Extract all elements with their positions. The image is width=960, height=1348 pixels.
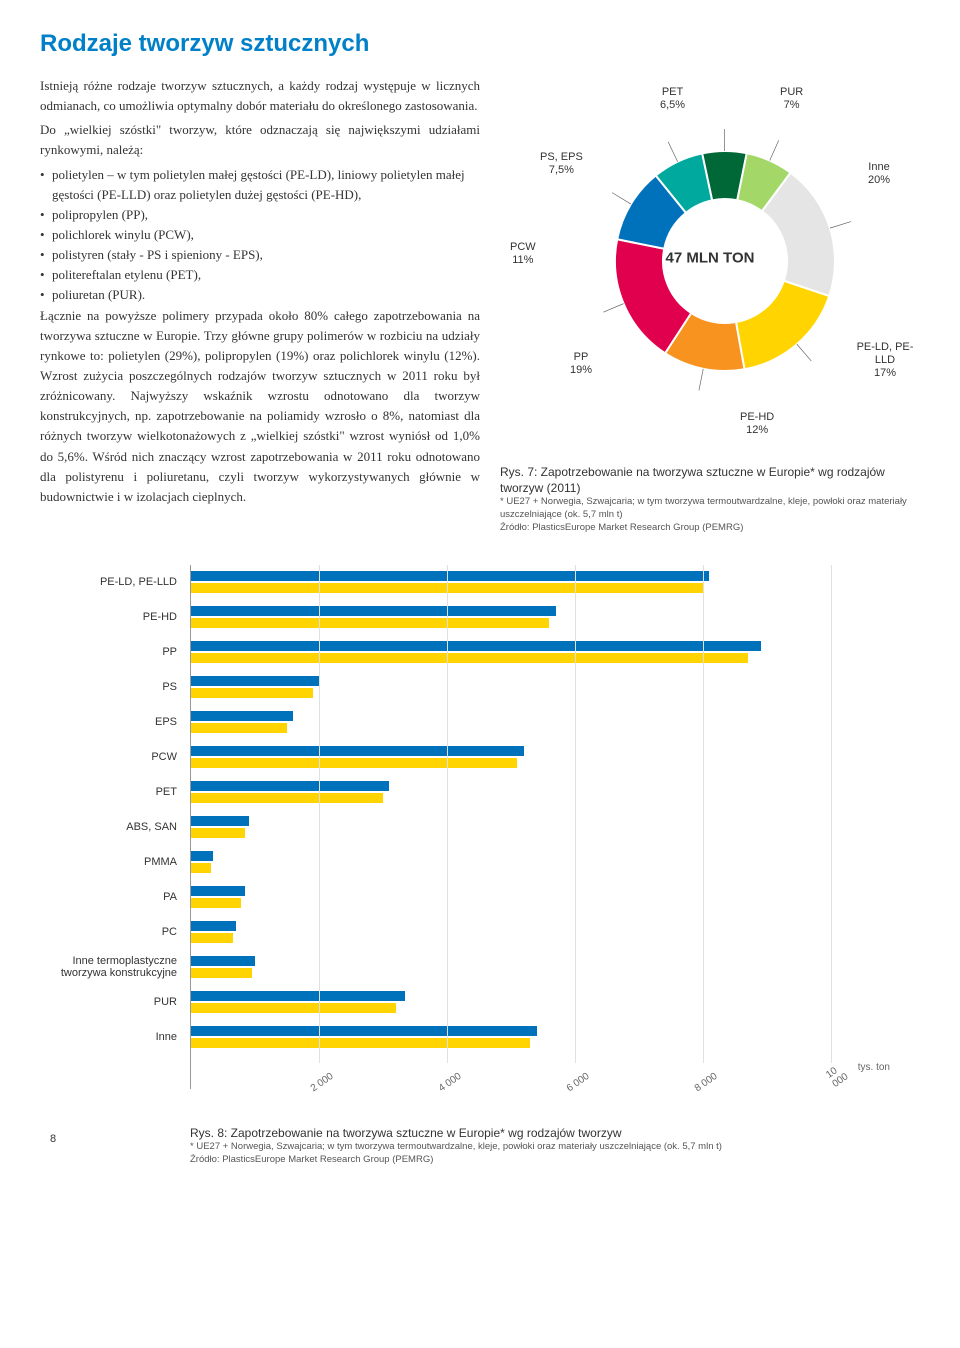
- bar-2011: [191, 781, 389, 791]
- bar-row: [191, 1020, 830, 1055]
- bar-row: [191, 880, 830, 915]
- bar-row: [191, 740, 830, 775]
- bullet-item: polietylen – w tym polietylen małej gęst…: [40, 165, 480, 205]
- bar-label: PP: [40, 635, 185, 670]
- bar-2011: [191, 886, 245, 896]
- bullet-list: polietylen – w tym polietylen małej gęst…: [40, 165, 480, 306]
- x-tick: 8 000: [693, 1071, 720, 1094]
- bar-2011: [191, 676, 319, 686]
- bar-2010: [191, 828, 245, 838]
- x-tick: 4 000: [437, 1071, 464, 1094]
- x-tick: 10 000: [824, 1062, 850, 1090]
- bar-row: [191, 600, 830, 635]
- bar-label: PUR: [40, 985, 185, 1020]
- bar-2010: [191, 653, 748, 663]
- bar-2010: [191, 758, 517, 768]
- bar-row: [191, 705, 830, 740]
- bullet-item: polistyren (stały - PS i spieniony - EPS…: [40, 245, 480, 265]
- page-title: Rodzaje tworzyw sztucznych: [40, 30, 920, 58]
- intro-paragraph: Istnieją różne rodzaje tworzyw sztucznyc…: [40, 76, 480, 116]
- bar-row: [191, 635, 830, 670]
- bar-chart: PE-LD, PE-LLDPE-HDPPPSEPSPCWPETABS, SANP…: [40, 565, 920, 1089]
- figure-7-caption: Rys. 7: Zapotrzebowanie na tworzywa sztu…: [500, 464, 920, 535]
- bullet-item: poliuretan (PUR).: [40, 285, 480, 305]
- donut-label-pe-ld-pe-lld: PE-LD, PE-LLD17%: [850, 341, 920, 381]
- bar-2011: [191, 746, 524, 756]
- donut-label-pur: PUR7%: [780, 86, 803, 112]
- donut-label-pcw: PCW11%: [510, 241, 536, 267]
- bar-2011: [191, 851, 213, 861]
- bar-2010: [191, 618, 549, 628]
- donut-chart: 47 MLN TON PET6,5% PUR7% Inne20% PE-LD, PE-…: [500, 76, 920, 456]
- figure-8-caption: Rys. 8: Zapotrzebowanie na tworzywa sztu…: [190, 1125, 920, 1167]
- bar-2010: [191, 1003, 396, 1013]
- six-intro: Do „wielkiej szóstki" tworzyw, które odz…: [40, 120, 480, 160]
- bullet-item: polichlorek winylu (PCW),: [40, 225, 480, 245]
- bar-2011: [191, 606, 556, 616]
- bar-2011: [191, 571, 709, 581]
- bar-2010: [191, 1038, 530, 1048]
- bar-row: [191, 775, 830, 810]
- bullet-item: polipropylen (PP),: [40, 205, 480, 225]
- bar-2010: [191, 968, 252, 978]
- x-tick: 6 000: [565, 1071, 592, 1094]
- bar-label: PS: [40, 670, 185, 705]
- donut-label-pet: PET6,5%: [660, 86, 685, 112]
- bar-row: [191, 950, 830, 985]
- donut-label-pp: PP19%: [570, 351, 592, 377]
- fig8-foot1: * UE27 + Norwegia, Szwajcaria; w tym two…: [190, 1141, 920, 1154]
- text-column: Istnieją różne rodzaje tworzyw sztucznyc…: [40, 76, 480, 535]
- fig7-foot1: * UE27 + Norwegia, Szwajcaria; w tym two…: [500, 496, 920, 522]
- fig7-title: Rys. 7: Zapotrzebowanie na tworzywa sztu…: [500, 464, 920, 496]
- bar-2010: [191, 723, 287, 733]
- bar-row: [191, 670, 830, 705]
- bar-2011: [191, 816, 249, 826]
- donut-label-inne: Inne20%: [868, 161, 890, 187]
- bar-label: Inne: [40, 1020, 185, 1055]
- bar-2010: [191, 933, 233, 943]
- bar-label: EPS: [40, 705, 185, 740]
- bar-label: PE-LD, PE-LLD: [40, 565, 185, 600]
- bar-2011: [191, 711, 293, 721]
- bar-2011: [191, 1026, 537, 1036]
- bar-label: PCW: [40, 740, 185, 775]
- bar-2011: [191, 641, 761, 651]
- bar-2010: [191, 793, 383, 803]
- bar-label: PET: [40, 775, 185, 810]
- bar-row: [191, 915, 830, 950]
- donut-center-label: 47 MLN TON: [666, 250, 755, 267]
- bar-label: PA: [40, 880, 185, 915]
- bar-2011: [191, 956, 255, 966]
- bullet-item: politereftalan etylenu (PET),: [40, 265, 480, 285]
- tail-paragraph: Łącznie na powyższe polimery przypada ok…: [40, 306, 480, 507]
- fig7-foot2: Źródło: PlasticsEurope Market Research G…: [500, 522, 920, 535]
- bar-2011: [191, 921, 236, 931]
- donut-slice-pe-ld-pe-lld: [736, 281, 829, 369]
- bar-row: [191, 810, 830, 845]
- bar-row: [191, 565, 830, 600]
- bar-row: [191, 985, 830, 1020]
- page-number: 8: [50, 1133, 56, 1145]
- bar-2010: [191, 898, 241, 908]
- fig8-foot2: Źródło: PlasticsEurope Market Research G…: [190, 1154, 920, 1167]
- donut-label-pe-hd: PE-HD12%: [740, 411, 774, 437]
- bar-label: PMMA: [40, 845, 185, 880]
- x-axis-unit: tys. ton: [858, 1062, 890, 1073]
- fig8-title: Rys. 8: Zapotrzebowanie na tworzywa sztu…: [190, 1125, 920, 1141]
- bar-2011: [191, 991, 405, 1001]
- bar-2010: [191, 688, 313, 698]
- bar-label: Inne termoplastyczne tworzywa konstrukcy…: [40, 950, 185, 985]
- x-tick: 2 000: [309, 1071, 336, 1094]
- bar-row: [191, 845, 830, 880]
- bar-2010: [191, 863, 211, 873]
- donut-label-ps-eps: PS, EPS7,5%: [540, 151, 583, 177]
- bar-label: PC: [40, 915, 185, 950]
- bar-label: PE-HD: [40, 600, 185, 635]
- bar-label: ABS, SAN: [40, 810, 185, 845]
